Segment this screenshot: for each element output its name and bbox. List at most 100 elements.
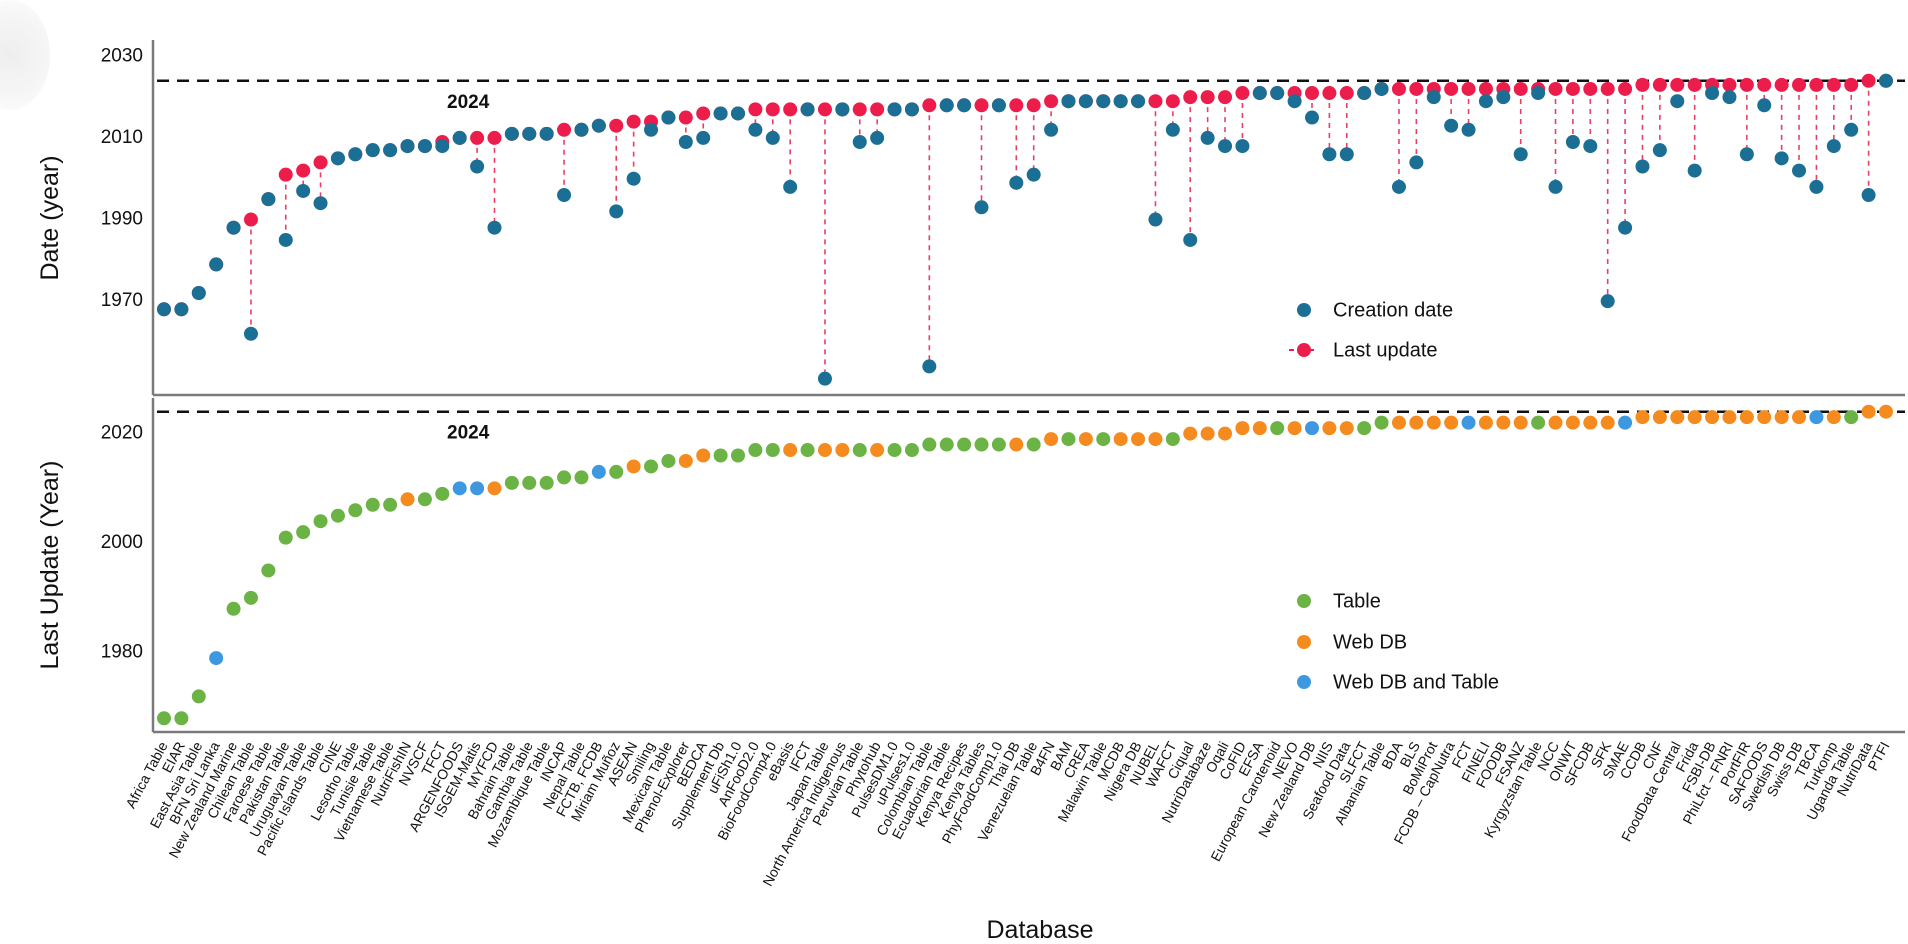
last-update-type-point [1235, 421, 1250, 436]
last-update-point [296, 163, 311, 178]
creation-date-point [1635, 159, 1650, 174]
last-update-point [487, 130, 502, 145]
y-tick-label: 2010 [101, 127, 143, 148]
last-update-type-point [383, 497, 398, 512]
creation-date-point [1739, 147, 1754, 162]
last-update-type-point [261, 563, 276, 578]
last-update-type-point [522, 475, 537, 490]
last-update-type-point [1565, 415, 1580, 430]
creation-date-point [1026, 167, 1041, 182]
last-update-type-point [1461, 415, 1476, 430]
creation-date-point [835, 102, 850, 117]
last-update-type-point [435, 486, 450, 501]
creation-date-point [817, 371, 832, 386]
creation-date-point [348, 147, 363, 162]
last-update-point [1774, 77, 1789, 92]
creation-date-point [1461, 122, 1476, 137]
last-update-type-point [817, 443, 832, 458]
last-update-point [1792, 77, 1807, 92]
last-update-type-point [1879, 404, 1893, 419]
last-update-type-point [313, 514, 328, 529]
last-update-point [1478, 81, 1493, 96]
last-update-type-point [296, 525, 311, 540]
last-update-type-point [1635, 410, 1650, 425]
creation-date-point [870, 130, 885, 145]
last-update-type-point [226, 601, 241, 616]
last-update-type-point [974, 437, 989, 452]
creation-date-point [1061, 94, 1076, 109]
last-update-type-point [1757, 410, 1772, 425]
creation-date-point [313, 196, 328, 211]
last-update-type-point [417, 492, 432, 507]
last-update-point [313, 155, 328, 170]
last-update-point [974, 98, 989, 113]
legend-web-db-and-table-marker [1297, 675, 1311, 689]
creation-date-point [1844, 122, 1859, 137]
last-update-point [922, 98, 937, 113]
bottom-y-axis-title: Last Update (Year) [36, 461, 64, 670]
last-update-point [1757, 77, 1772, 92]
last-update-type-point [1374, 415, 1389, 430]
creation-date-point [1391, 179, 1406, 194]
creation-date-point [783, 179, 798, 194]
last-update-point [817, 102, 832, 117]
last-update-type-point [1009, 437, 1024, 452]
creation-date-point [1287, 94, 1302, 109]
last-update-type-point [870, 443, 885, 458]
creation-date-point [1565, 135, 1580, 150]
last-update-point [1826, 77, 1841, 92]
creation-date-point [487, 220, 502, 235]
creation-date-point [1131, 94, 1146, 109]
last-update-type-point [1044, 432, 1059, 447]
last-update-point [1600, 81, 1615, 96]
legend-creation-date-marker [1297, 303, 1311, 317]
last-update-point [1305, 86, 1319, 101]
last-update-point [1739, 77, 1754, 92]
legend-web-db-marker [1297, 635, 1311, 649]
last-update-type-point [1357, 421, 1372, 436]
creation-date-point [365, 143, 380, 158]
creation-date-point [209, 257, 224, 272]
last-update-type-point [1513, 415, 1528, 430]
last-update-point [1339, 86, 1354, 101]
y-tick-label: 1970 [101, 290, 143, 311]
creation-date-point [1218, 139, 1233, 154]
y-tick-label: 1980 [101, 642, 143, 663]
creation-date-point [800, 102, 815, 117]
creation-date-point [1879, 73, 1893, 88]
last-update-type-point [278, 530, 293, 545]
last-update-point [1409, 81, 1424, 96]
last-update-point [870, 102, 885, 117]
creation-date-point [1409, 155, 1424, 170]
last-update-type-point [644, 459, 659, 474]
last-update-type-point [765, 443, 780, 458]
last-update-type-point [957, 437, 972, 452]
last-update-type-point [713, 448, 728, 463]
legend-last-update-marker [1297, 343, 1311, 357]
last-update-type-point [1339, 421, 1354, 436]
last-update-type-point [1705, 410, 1720, 425]
last-update-point [1722, 77, 1737, 92]
creation-date-point [1826, 139, 1841, 154]
last-update-type-point [1618, 415, 1633, 430]
last-update-type-point [1218, 426, 1233, 441]
creation-date-point [1774, 151, 1789, 166]
last-update-type-point [1687, 410, 1702, 425]
creation-date-point [957, 98, 972, 113]
bottom-panel-last-update: 1980 2000 2020 2024 [101, 398, 1905, 734]
creation-date-point [1252, 86, 1267, 101]
last-update-type-point [1531, 415, 1546, 430]
creation-date-point [1235, 139, 1250, 154]
legend-creation-date-label: Creation date [1333, 299, 1453, 321]
creation-date-point [748, 122, 763, 137]
last-update-type-point [1739, 410, 1754, 425]
last-update-type-point [783, 443, 798, 458]
creation-date-point [1757, 98, 1772, 113]
last-update-point [748, 102, 763, 117]
x-axis-title: Database [986, 916, 1093, 944]
last-update-point [852, 102, 867, 117]
last-update-type-point [1444, 415, 1459, 430]
creation-date-point [243, 326, 258, 341]
last-update-point [1183, 90, 1198, 105]
last-update-type-point [1305, 421, 1319, 436]
